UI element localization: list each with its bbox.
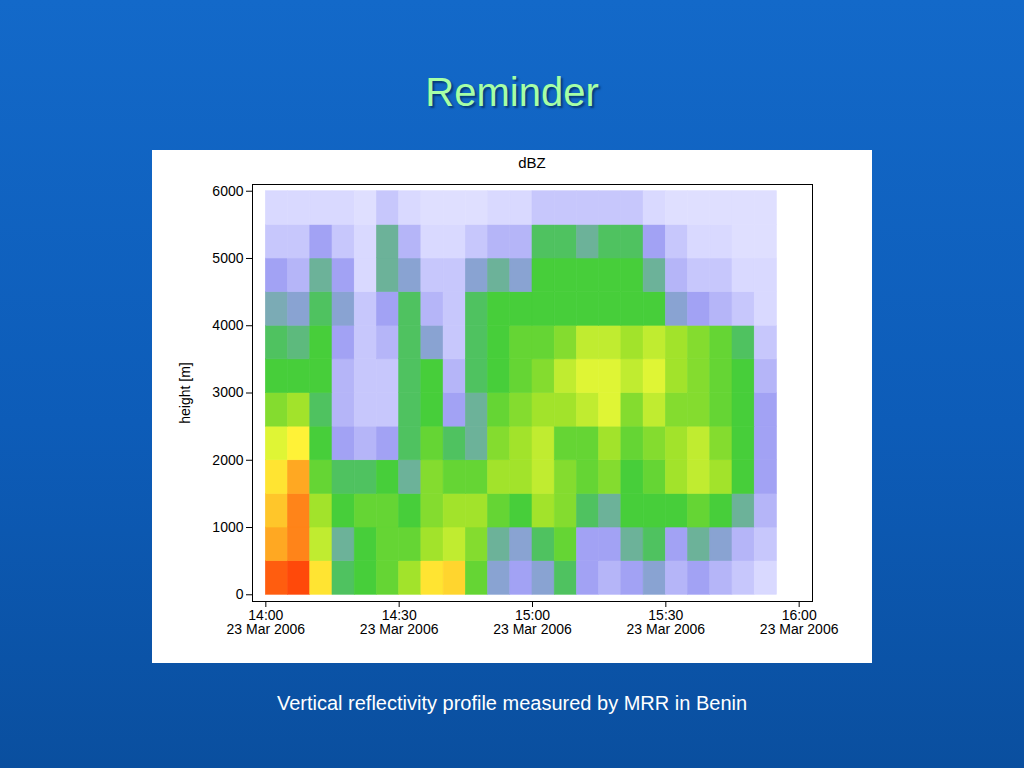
svg-text:1000: 1000	[212, 519, 243, 535]
svg-text:14:0023 Mar 2006: 14:0023 Mar 2006	[227, 607, 306, 637]
svg-text:2000: 2000	[212, 452, 243, 468]
svg-text:4000: 4000	[212, 317, 243, 333]
html-text:Vertical reflectivity profile: Vertical reflectivity profile measured b…	[276, 692, 748, 714]
svg-text:16:0023 Mar 2006: 16:0023 Mar 2006	[760, 607, 839, 637]
svg-text:height [m]: height [m]	[177, 362, 193, 423]
svg-text:15:0023 Mar 2006: 15:0023 Mar 2006	[493, 607, 572, 637]
svg-text:5000: 5000	[212, 250, 243, 266]
svg-text:0: 0	[236, 586, 244, 602]
html-text:Reminder: Reminder	[425, 70, 599, 114]
svg-text:3000: 3000	[212, 384, 243, 400]
svg-text:14:3023 Mar 2006: 14:3023 Mar 2006	[360, 607, 439, 637]
svg-text:6000: 6000	[212, 183, 243, 199]
html-text:dBZ: dBZ	[518, 154, 546, 171]
svg-text:15:3023 Mar 2006: 15:3023 Mar 2006	[627, 607, 706, 637]
